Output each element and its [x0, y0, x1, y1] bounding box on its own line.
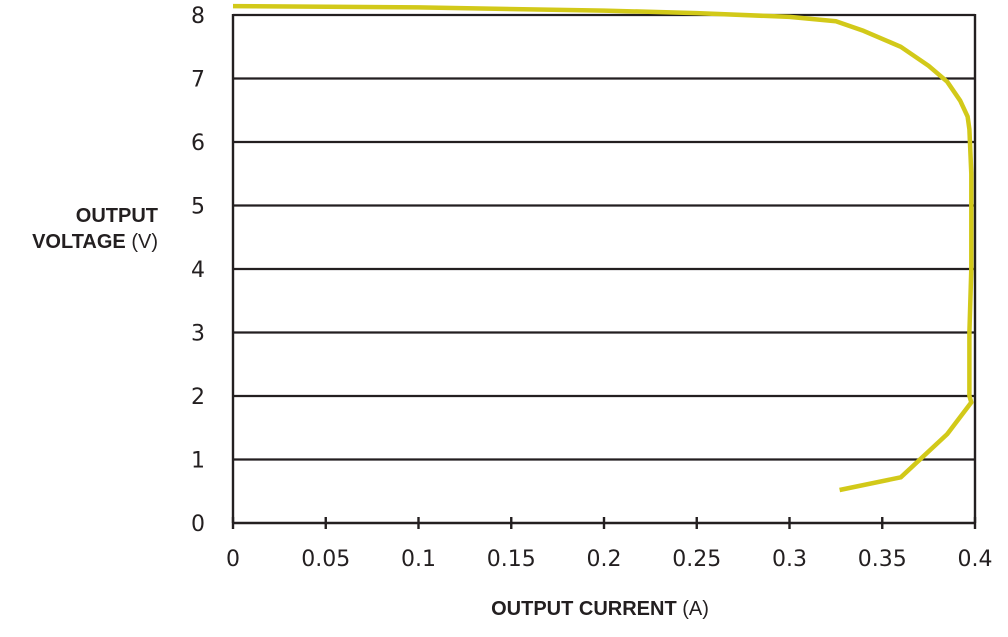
x-tick-label: 0.3 — [772, 547, 807, 572]
x-tick-label: 0.05 — [301, 547, 350, 572]
y-axis-title-line1: OUTPUT — [75, 205, 158, 227]
tick-labels: 0 1 2 3 4 5 6 7 8 0 0.05 0.1 0.15 0.2 0.25 0.3 0.35 0.4 — [191, 4, 993, 572]
y-tick-label: 1 — [191, 449, 205, 474]
y-tick-label: 6 — [191, 131, 205, 156]
y-tick-label: 2 — [191, 385, 205, 410]
y-axis-title: OUTPUT VOLTAGE (V) — [30, 203, 158, 255]
x-tick-label: 0.1 — [401, 547, 436, 572]
y-tick-label: 4 — [191, 258, 205, 283]
y-tick-label: 5 — [191, 195, 205, 220]
y-axis-title-line2: VOLTAGE — [32, 231, 126, 253]
x-tick-label: 0 — [226, 547, 240, 572]
x-axis-unit: (A) — [682, 598, 709, 620]
x-tick-label: 0.4 — [958, 547, 993, 572]
y-tick-label: 8 — [191, 4, 205, 29]
x-tick-label: 0.35 — [858, 547, 907, 572]
x-tick-label: 0.2 — [587, 547, 622, 572]
x-tick-label: 0.15 — [487, 547, 536, 572]
y-tick-label: 7 — [191, 68, 205, 93]
y-tick-label: 3 — [191, 322, 205, 347]
y-axis-unit: (V) — [131, 231, 158, 253]
x-tick-label: 0.25 — [672, 547, 721, 572]
grid-lines — [233, 13, 975, 461]
tick-marks — [231, 517, 977, 529]
x-axis-title-text: OUTPUT CURRENT — [491, 598, 677, 620]
x-axis-title: OUTPUT CURRENT (A) — [430, 596, 770, 622]
y-tick-label: 0 — [191, 512, 205, 537]
series-line — [232, 3, 974, 493]
series-layer — [232, 3, 974, 493]
